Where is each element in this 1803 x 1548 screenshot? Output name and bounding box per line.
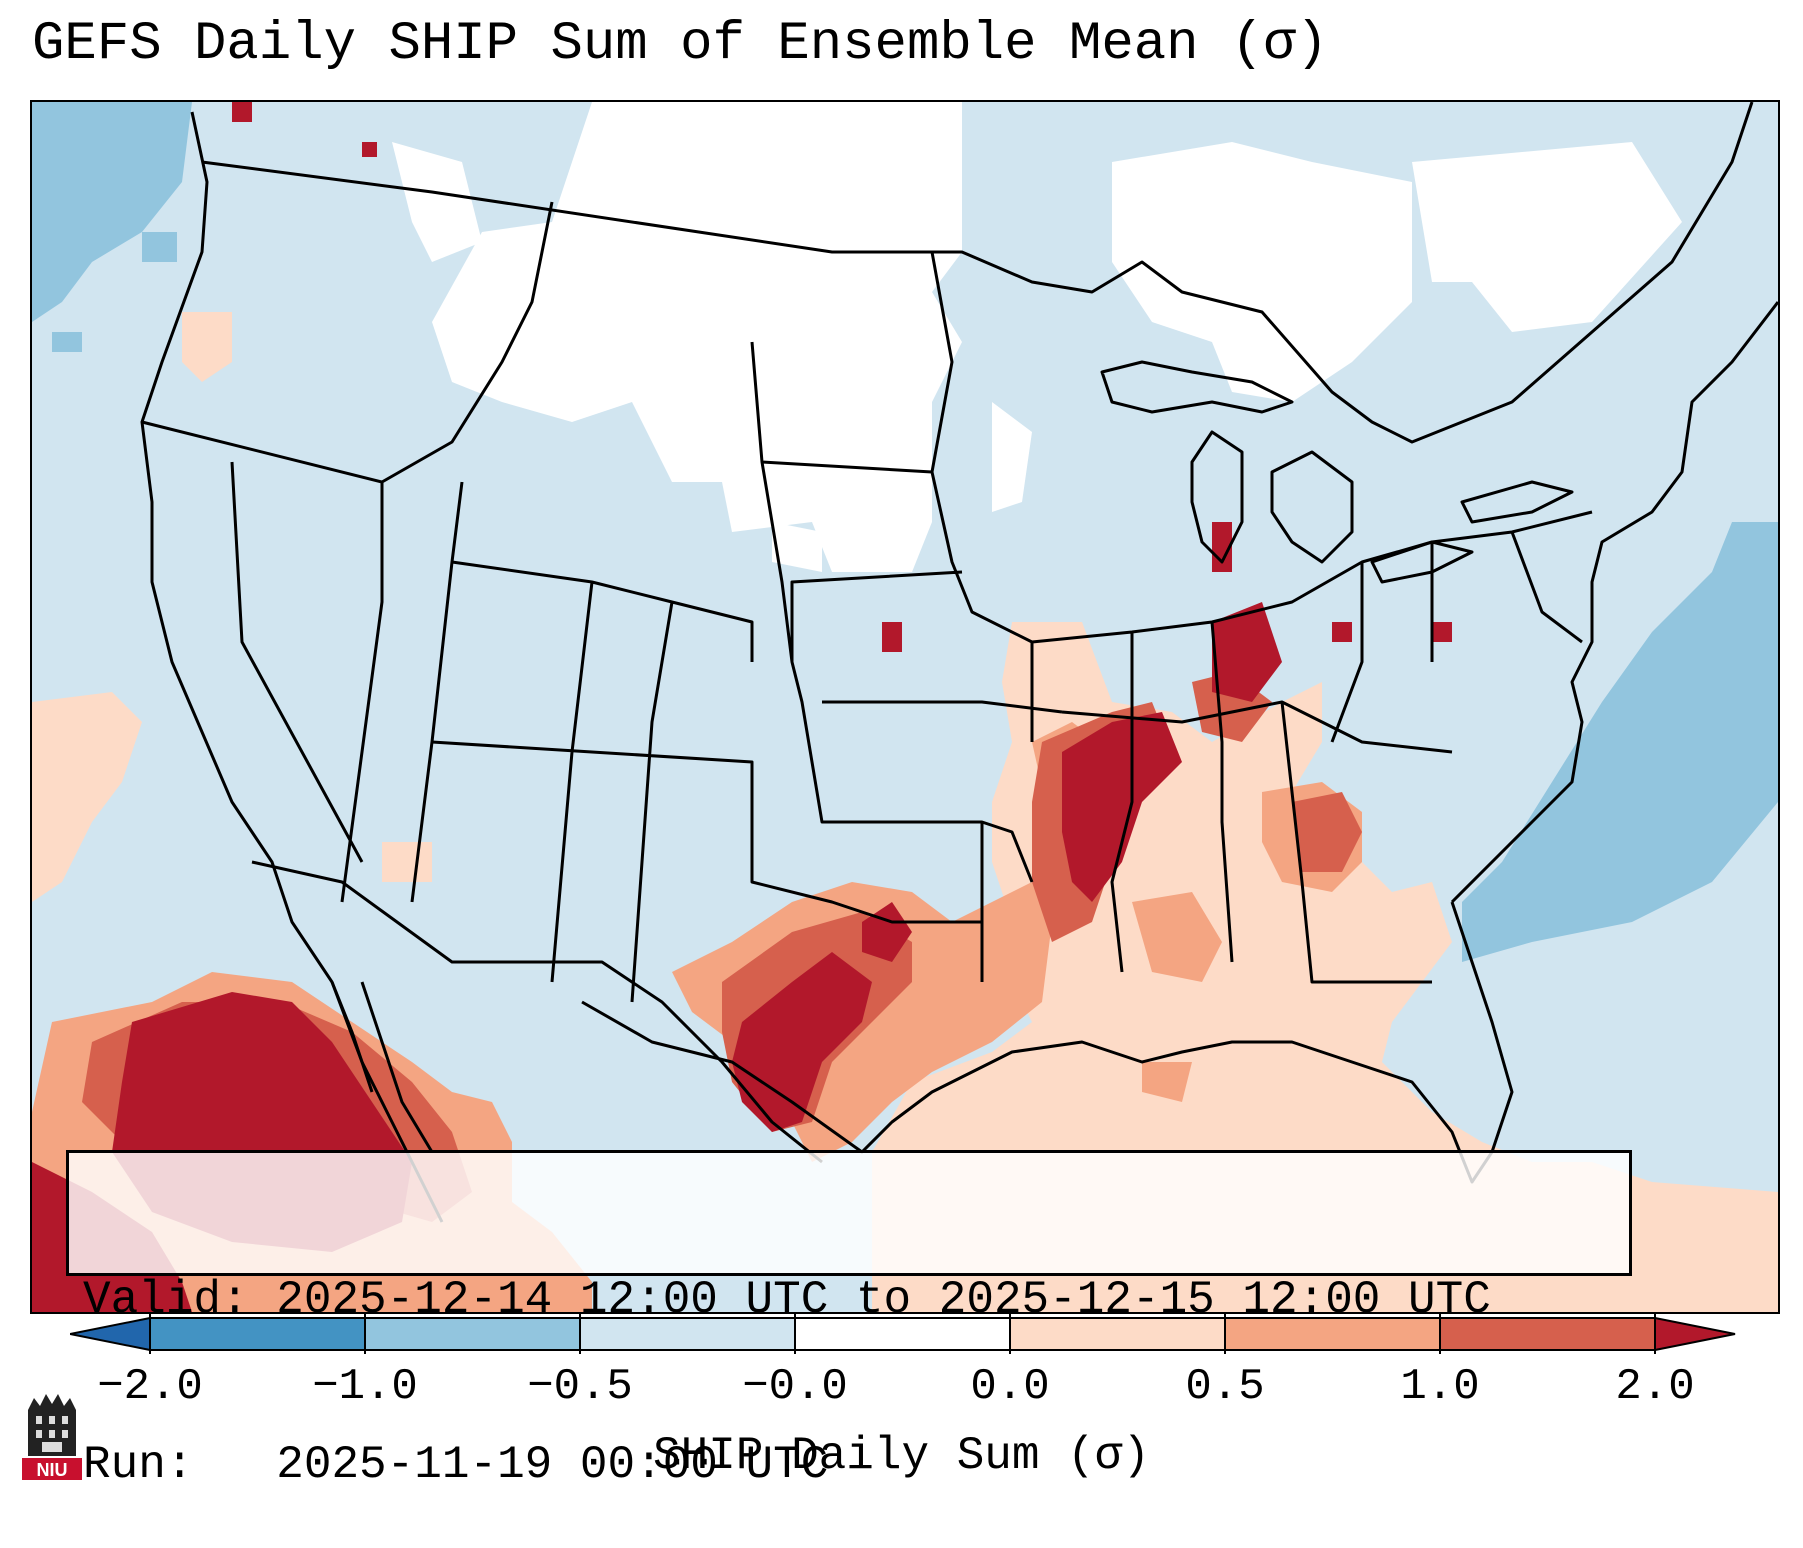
great-lakes — [1100, 360, 1574, 584]
colorbar-segment — [150, 1318, 365, 1350]
colorbar-segment — [1010, 1318, 1225, 1350]
valid-run-info-box: Valid: 2025-12-14 12:00 UTC to 2025-12-1… — [66, 1150, 1632, 1491]
colorbar-extend-max — [1654, 1316, 1736, 1352]
colorbar-extend-min — [70, 1316, 151, 1352]
state-lines-west — [141, 201, 982, 1003]
colorbar-ticks — [149, 1314, 1656, 1354]
map-panel — [30, 100, 1780, 1314]
logo-text: NIU — [37, 1460, 68, 1480]
niu-logo-icon: NIU — [22, 1394, 82, 1480]
colorbar-tick-label: −0.5 — [527, 1362, 633, 1412]
map-title: GEFS Daily SHIP Sum of Ensemble Mean (σ) — [32, 14, 1329, 75]
colorbar-segment — [795, 1318, 1010, 1350]
boundaries — [140, 102, 1778, 1223]
colorbar-tick-label: −1.0 — [312, 1362, 418, 1412]
gulf-coast — [581, 901, 1514, 1184]
colorbar-segment — [365, 1318, 580, 1350]
colorbar-tick-label: −0.0 — [742, 1362, 848, 1412]
state-lines-east — [1031, 510, 1593, 984]
colorbar-tick-label: 0.5 — [1185, 1362, 1265, 1412]
east-coast — [1450, 301, 1778, 904]
near-zero-areas — [392, 102, 1682, 572]
colorbar-segment — [1440, 1318, 1655, 1350]
colorbar-tick-label: 2.0 — [1615, 1362, 1695, 1412]
map-canvas — [32, 102, 1778, 1312]
colorbar-segment — [1225, 1318, 1440, 1350]
colorbar-tick-label: 1.0 — [1400, 1362, 1480, 1412]
state-lines-central — [750, 251, 1063, 982]
canada-border — [201, 102, 1754, 444]
colorbar-label: SHIP Daily Sum (σ) — [653, 1430, 1150, 1482]
colorbar-tick-label: −2.0 — [97, 1362, 203, 1412]
colorbar — [70, 1314, 1736, 1354]
colorbar-segments — [70, 1316, 1736, 1352]
colorbar-tick-label: 0.0 — [970, 1362, 1050, 1412]
colorbar-segment — [580, 1318, 795, 1350]
run-time-line: Run: 2025-11-19 00:00 UTC — [83, 1439, 829, 1491]
west-coast — [140, 111, 374, 1093]
